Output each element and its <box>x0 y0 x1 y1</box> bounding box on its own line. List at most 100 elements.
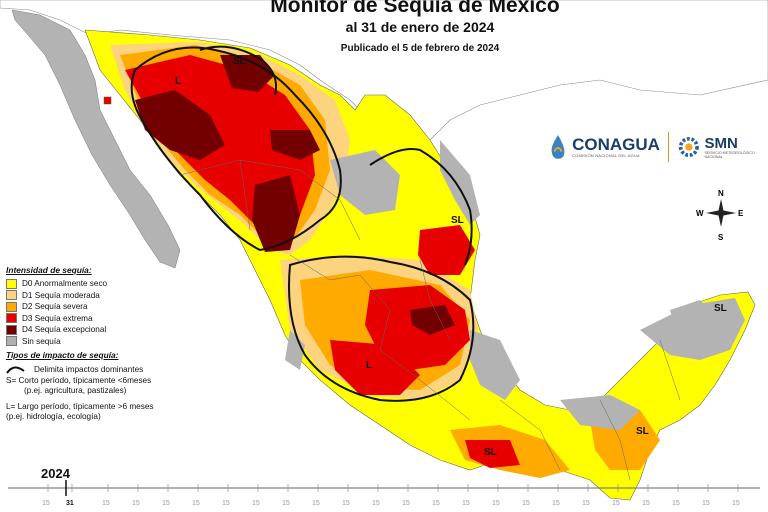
smn-name: SMN <box>704 134 738 152</box>
legend-item: D2 Sequía severa <box>6 301 206 313</box>
logos: CONAGUA COMISIÓN NACIONAL DEL AGUA SMN S… <box>548 128 768 166</box>
timeline-day-label: 15 <box>582 500 590 507</box>
timeline-day-label: 15 <box>642 500 650 507</box>
gray-coast <box>285 330 305 370</box>
legend-swatch <box>6 278 17 289</box>
legend-heading: Intensidad de sequía: <box>6 265 92 275</box>
impact-heading: Tipos de impacto de sequía: <box>6 350 119 360</box>
gray-tabasco <box>560 395 640 430</box>
timeline-day-label: 15 <box>372 500 380 507</box>
page-title: Monitor de Sequía de México <box>270 0 560 17</box>
compass-s: S <box>718 233 724 242</box>
timeline-day-label: 15 <box>402 500 410 507</box>
map-label-sl: SL <box>714 303 727 314</box>
timeline-day-label: 15 <box>102 500 110 507</box>
timeline-day-label: 15 <box>432 500 440 507</box>
legend-label: D1 Sequía moderada <box>22 290 100 300</box>
impact-boundary-north <box>199 45 278 96</box>
published-date: Publicado el 5 de febrero de 2024 <box>340 43 500 54</box>
impact-boundary-northwest <box>130 46 342 252</box>
timeline-day-label: 15 <box>612 500 620 507</box>
legend-swatch <box>6 290 17 301</box>
timeline-day-label: 15 <box>132 500 140 507</box>
conagua-drop-icon <box>551 135 565 159</box>
impact-line-row: Delimita impactos dominantes <box>6 364 206 376</box>
d3-northeast <box>418 225 475 275</box>
compass-n: N <box>718 189 724 198</box>
timeline-day-label: 15 <box>162 500 170 507</box>
gray-veracruz <box>470 330 520 400</box>
conagua-name: CONAGUA <box>572 134 660 154</box>
legend-item: D1 Sequía moderada <box>6 290 206 302</box>
legend-label: Sin sequía <box>22 336 61 346</box>
gray-gulf <box>440 140 480 225</box>
conagua-logo: CONAGUA COMISIÓN NACIONAL DEL AGUA <box>572 134 660 158</box>
timeline <box>8 480 760 496</box>
map-label-sl: SL <box>233 56 246 67</box>
timeline-ticks <box>47 484 739 492</box>
compass-rose-icon: N W E S <box>696 189 744 242</box>
impact-boundary-northeast <box>369 148 473 266</box>
timeline-day-label: 15 <box>42 500 50 507</box>
legend-swatch <box>6 313 17 324</box>
timeline-day-label: 15 <box>552 500 560 507</box>
impact-line-label: Delimita impactos dominantes <box>34 365 144 374</box>
smn-sub: SERVICIO METEOROLÓGICO NACIONAL <box>704 150 755 159</box>
timeline-day-label: 15 <box>282 500 290 507</box>
d3-west <box>330 340 420 395</box>
timeline-day-label: 15 <box>192 500 200 507</box>
impact-s: S= Corto período, típicamente <6meses <box>6 376 152 385</box>
impact-l-example: (p.ej. hidrología, ecología) <box>6 412 101 421</box>
legend-label: D3 Sequía extrema <box>22 313 93 323</box>
compass-e: E <box>738 209 744 218</box>
d4-chihuahua-north <box>220 55 275 92</box>
smn-logo: SMN SERVICIO METEOROLÓGICO NACIONAL <box>705 136 768 159</box>
legend-label: D4 Sequía excepcional <box>22 325 107 335</box>
impact-boundary-center <box>288 255 475 402</box>
map-label-sl: SL <box>636 426 649 437</box>
state-borders <box>179 159 681 481</box>
impact-s-example: (p.ej. agricultura, pastizales) <box>24 386 127 395</box>
legend-item: Sin sequía <box>6 336 206 348</box>
gray-north <box>330 150 400 215</box>
legend-items: D0 Anormalmente seco D1 Sequía moderada D2… <box>6 278 206 347</box>
map-label-l: L <box>366 360 373 371</box>
d3-south <box>465 440 520 468</box>
d4-chihuahua <box>252 175 300 252</box>
legend-item: D3 Sequía extrema <box>6 313 206 325</box>
legend-swatch <box>6 301 17 312</box>
baja-california <box>11 9 181 269</box>
boundary-line-icon <box>6 366 25 374</box>
timeline-day-label: 15 <box>342 500 350 507</box>
d4-center-east <box>270 130 320 160</box>
logo-divider <box>667 132 669 162</box>
legend-swatch <box>6 336 17 347</box>
timeline-day-label: 15 <box>222 500 230 507</box>
page-subtitle: al 31 de enero de 2024 <box>345 19 495 35</box>
legend: Intensidad de sequía: D0 Anormalmente se… <box>6 265 206 422</box>
map-label-sl: SL <box>484 447 497 458</box>
legend-item: D0 Anormalmente seco <box>6 278 206 290</box>
gray-yucatan <box>670 300 720 345</box>
timeline-day-label: 15 <box>732 500 740 507</box>
legend-swatch <box>6 324 17 335</box>
timeline-day-label: 15 <box>672 500 680 507</box>
conagua-sub: COMISIÓN NACIONAL DEL AGUA <box>572 152 640 158</box>
smn-gear-icon <box>678 136 699 158</box>
timeline-day-label: 31 <box>66 500 74 507</box>
legend-label: D2 Sequía severa <box>22 302 88 312</box>
timeline-day-label: 15 <box>252 500 260 507</box>
legend-label: D0 Anormalmente seco <box>22 279 108 289</box>
timeline-day-label: 15 <box>312 500 320 507</box>
timeline-day-label: 15 <box>462 500 470 507</box>
timeline-day-label: 15 <box>492 500 500 507</box>
impact-l: L= Largo período, típicamente >6 meses <box>6 402 154 411</box>
d4-sonora <box>135 90 225 160</box>
marker-gulf <box>103 96 112 105</box>
legend-item: D4 Sequía excepcional <box>6 324 206 336</box>
timeline-day-label: 15 <box>522 500 530 507</box>
timeline-year: 2024 <box>41 466 70 481</box>
compass-w: W <box>696 209 704 218</box>
map-label-sl: SL <box>451 215 464 226</box>
